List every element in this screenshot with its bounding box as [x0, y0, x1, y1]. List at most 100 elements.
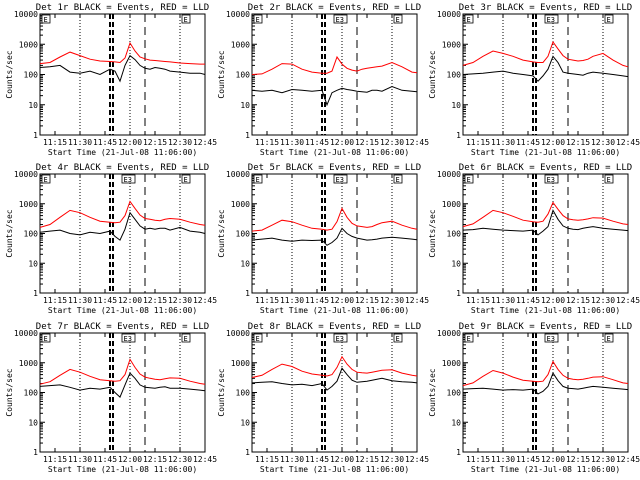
flag-label: E — [256, 16, 260, 24]
flag-box — [333, 14, 348, 24]
y-tick-label: 10000 — [14, 329, 38, 338]
flag-box — [464, 333, 474, 343]
y-tick-label: 1 — [33, 289, 38, 298]
events-series-line — [462, 372, 629, 395]
x-tick-label: 11:45 — [93, 296, 117, 305]
flag-label: E — [184, 16, 188, 24]
x-tick-label: 12:45 — [193, 296, 217, 305]
flag-label: E — [44, 335, 48, 343]
y-tick-label: 10 — [240, 418, 250, 427]
x-tick-label: 11:45 — [305, 455, 329, 464]
y-tick-label: 10 — [240, 259, 250, 268]
y-tick-label: 1000 — [231, 40, 250, 49]
y-tick-label: 100 — [447, 230, 462, 239]
flag-box — [41, 174, 51, 184]
flag-box — [41, 333, 51, 343]
x-tick-label: 11:15 — [255, 296, 279, 305]
x-tick-label: 11:30 — [68, 138, 92, 147]
x-tick-label: 12:30 — [591, 296, 615, 305]
flag-box — [464, 14, 474, 24]
flag-box — [181, 333, 191, 343]
y-tick-label: 1 — [456, 448, 461, 457]
flag-box — [393, 333, 403, 343]
plot-frame — [251, 173, 418, 294]
y-tick-label: 1 — [33, 131, 38, 140]
x-tick-label: 12:15 — [355, 296, 379, 305]
events-series-line — [251, 85, 418, 107]
y-axis-label: Counts/sec — [5, 368, 14, 416]
x-tick-label: 11:45 — [516, 296, 540, 305]
y-tick-label: 10000 — [226, 10, 250, 19]
flag-label: E — [467, 16, 471, 24]
y-tick-label: 1000 — [19, 200, 38, 209]
events-series-line — [462, 55, 629, 82]
x-tick-label: 12:00 — [330, 296, 354, 305]
flag-box — [253, 14, 263, 24]
x-tick-label: 12:00 — [118, 296, 142, 305]
lld-series-line — [251, 55, 418, 75]
y-tick-label: 10000 — [14, 10, 38, 19]
flag-box — [604, 14, 614, 24]
flag-label: E — [256, 335, 260, 343]
events-series-line — [462, 209, 629, 236]
x-tick-label: 12:45 — [616, 296, 640, 305]
flag-label: E — [607, 16, 611, 24]
y-tick-label: 100 — [236, 230, 251, 239]
y-tick-label: 1 — [456, 131, 461, 140]
flag-box — [393, 14, 403, 24]
x-tick-label: 12:30 — [380, 138, 404, 147]
x-tick-label: 12:15 — [566, 296, 590, 305]
flag-label: E — [44, 16, 48, 24]
x-tick-label: 11:30 — [491, 296, 515, 305]
y-tick-label: 1 — [456, 289, 461, 298]
x-tick-label: 12:00 — [541, 296, 565, 305]
x-tick-label: 12:00 — [118, 455, 142, 464]
y-tick-label: 10000 — [437, 170, 461, 179]
y-tick-label: 100 — [236, 71, 251, 80]
x-tick-label: 11:30 — [280, 138, 304, 147]
x-tick-label: 11:15 — [466, 138, 490, 147]
x-tick-label: 11:15 — [255, 455, 279, 464]
flag-label: E — [44, 176, 48, 184]
events-series-line — [251, 227, 418, 246]
y-tick-label: 100 — [24, 230, 39, 239]
x-tick-label: 11:30 — [491, 138, 515, 147]
flag-label: E3 — [336, 16, 344, 24]
flag-box — [544, 333, 559, 343]
y-tick-label: 1000 — [19, 40, 38, 49]
flag-box — [393, 174, 403, 184]
x-tick-label: 11:15 — [43, 455, 67, 464]
events-series-line — [39, 372, 206, 398]
y-tick-label: 100 — [447, 71, 462, 80]
x-tick-label: 12:15 — [143, 138, 167, 147]
y-tick-label: 1000 — [442, 40, 461, 49]
x-axis-label: Start Time (21-Jul-08 11:06:00) — [48, 306, 197, 315]
y-tick-label: 100 — [447, 389, 462, 398]
lld-series-line — [39, 358, 206, 385]
panel-title: Det 4r BLACK = Events, RED = LLD — [36, 163, 209, 173]
events-series-line — [251, 367, 418, 391]
x-axis-label: Start Time (21-Jul-08 11:06:00) — [48, 465, 197, 474]
y-tick-label: 100 — [24, 389, 39, 398]
plot-frame — [39, 332, 206, 453]
x-tick-label: 11:30 — [491, 455, 515, 464]
flag-box — [121, 333, 136, 343]
x-tick-label: 11:45 — [93, 455, 117, 464]
y-axis-label: Counts/sec — [217, 368, 226, 416]
panel-title: Det 7r BLACK = Events, RED = LLD — [36, 322, 209, 332]
y-tick-label: 10 — [451, 418, 461, 427]
x-tick-label: 12:00 — [330, 138, 354, 147]
x-tick-label: 11:30 — [68, 455, 92, 464]
y-tick-label: 10 — [451, 259, 461, 268]
flag-box — [333, 174, 348, 184]
y-axis-label: Counts/sec — [5, 50, 14, 98]
y-tick-label: 10 — [28, 418, 38, 427]
x-tick-label: 11:15 — [466, 296, 490, 305]
x-tick-label: 12:30 — [591, 455, 615, 464]
flag-label: E — [184, 335, 188, 343]
flag-label: E — [256, 176, 260, 184]
x-axis-label: Start Time (21-Jul-08 11:06:00) — [260, 306, 409, 315]
lld-series-line — [462, 40, 629, 68]
y-tick-label: 1 — [245, 448, 250, 457]
flag-box — [41, 14, 51, 24]
